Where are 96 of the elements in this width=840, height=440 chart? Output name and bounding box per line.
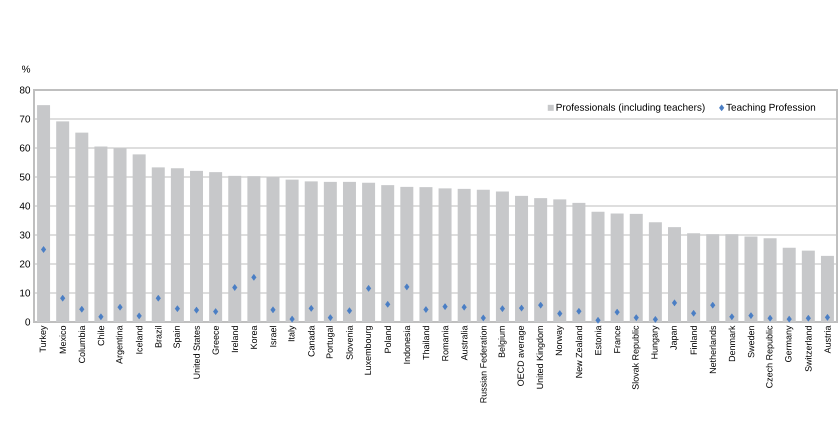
x-tick-label: Israel <box>270 326 276 347</box>
x-tick-label: Russian Federation <box>480 326 487 403</box>
x-tick-label: Finland <box>690 326 697 354</box>
point <box>576 308 582 315</box>
point <box>786 316 792 322</box>
point <box>40 246 46 253</box>
x-tick-label: Estonia <box>594 326 602 355</box>
x-tick-label: Korea <box>250 326 258 349</box>
point <box>480 314 486 322</box>
point <box>213 308 218 315</box>
point <box>79 306 84 313</box>
y-tick-label: 60 <box>20 144 30 152</box>
point <box>500 305 506 312</box>
x-tick-label: Turkey <box>39 326 48 352</box>
x-tick-label: Italy <box>288 326 296 342</box>
point <box>174 305 180 312</box>
point <box>117 304 123 311</box>
point <box>652 316 658 323</box>
x-tick-label: Chile <box>98 326 104 346</box>
x-tick-label: United States <box>193 326 200 379</box>
point <box>156 294 161 302</box>
x-tick-label: Columbia <box>78 326 86 363</box>
x-tick-label: Brazil <box>154 326 162 348</box>
x-tick-label: France <box>614 326 620 353</box>
x-tick-label: Switzerland <box>805 326 812 372</box>
point <box>232 284 238 291</box>
x-tick-label: Belgium <box>498 326 507 358</box>
y-tick-label: 40 <box>20 202 30 210</box>
point <box>404 284 410 290</box>
x-tick-label: OECD average <box>517 326 526 386</box>
x-tick-label: Australia <box>460 326 468 360</box>
x-tick-label: Poland <box>384 326 392 353</box>
x-tick-label: Japan <box>670 326 679 350</box>
x-tick-label: Iceland <box>136 326 142 354</box>
x-tick-label: Argentina <box>116 326 124 364</box>
point <box>710 302 716 309</box>
x-tick-label: Czech Republic <box>766 326 774 388</box>
point <box>366 284 372 292</box>
x-tick-label: Hungary <box>651 326 660 359</box>
x-tick-label: Canada <box>308 326 315 356</box>
point <box>538 302 544 309</box>
y-tick-label: 20 <box>20 260 30 268</box>
point <box>194 306 200 314</box>
x-tick-label: Norway <box>556 326 564 356</box>
y-tick-label: 10 <box>20 289 30 297</box>
y-tick-label: 30 <box>20 231 30 239</box>
point <box>60 294 66 302</box>
point <box>824 314 830 321</box>
x-tick-label: Slovak Republic <box>632 326 640 390</box>
point <box>729 313 734 320</box>
x-tick-label: Netherlands <box>709 326 716 374</box>
point <box>672 299 678 306</box>
x-tick-label: Slovenia <box>346 326 353 360</box>
x-tick-label: Sweden <box>748 326 754 358</box>
point <box>385 300 390 308</box>
x-tick-label: United Kingdom <box>536 326 545 389</box>
point <box>270 306 276 314</box>
x-tick-label: Ireland <box>231 326 238 352</box>
point <box>98 313 104 320</box>
point <box>557 310 562 317</box>
x-tick-label: Romania <box>442 326 448 361</box>
point <box>290 316 295 322</box>
point <box>423 306 429 313</box>
x-tick-label: Germany <box>785 326 794 362</box>
point <box>136 312 142 320</box>
point <box>691 310 696 317</box>
x-tick-label: Portugal <box>326 326 335 358</box>
point <box>595 316 601 324</box>
point <box>614 308 620 316</box>
point <box>806 314 811 322</box>
y-tick-label: 80 <box>20 86 30 94</box>
point <box>518 304 524 312</box>
x-tick-label: New Zealand <box>576 326 582 378</box>
legend-label: Teaching Profession <box>726 103 816 113</box>
point <box>442 303 448 310</box>
x-tick-label: Indonesia <box>404 326 410 364</box>
point <box>328 314 333 322</box>
y-tick-label: 70 <box>20 115 30 123</box>
x-tick-label: Austria <box>824 326 831 354</box>
x-tick-label: Mexico <box>59 326 66 354</box>
point <box>346 307 352 314</box>
point <box>767 314 773 322</box>
legend-label: Professionals (including teachers) <box>556 103 705 113</box>
point <box>251 274 256 281</box>
x-tick-label: Thailand <box>422 326 430 360</box>
y-tick-label: 50 <box>20 173 30 181</box>
x-tick-label: Spain <box>173 326 182 348</box>
y-tick-label: 0 <box>25 318 30 326</box>
x-tick-label: Greece <box>212 326 219 354</box>
y-axis-title: % <box>22 66 30 73</box>
point <box>462 304 467 311</box>
point <box>308 304 314 312</box>
point <box>748 312 754 320</box>
x-tick-label: Denmark <box>728 326 736 362</box>
x-tick-label: Luxembourg <box>364 326 373 375</box>
point <box>634 314 639 322</box>
